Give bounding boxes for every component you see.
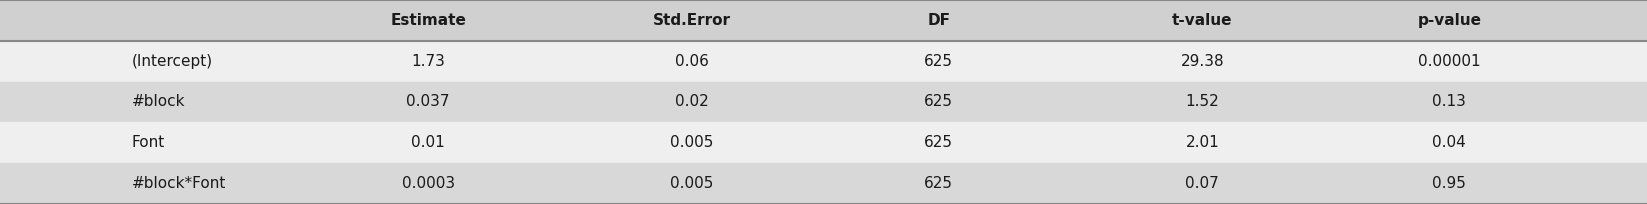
- Text: Estimate: Estimate: [390, 13, 466, 28]
- Text: t-value: t-value: [1173, 13, 1232, 28]
- Text: 0.005: 0.005: [670, 176, 713, 191]
- Text: #block: #block: [132, 94, 184, 110]
- Text: 0.07: 0.07: [1186, 176, 1219, 191]
- Text: Std.Error: Std.Error: [652, 13, 731, 28]
- Text: 0.0003: 0.0003: [402, 176, 455, 191]
- Text: 0.005: 0.005: [670, 135, 713, 150]
- Text: 625: 625: [924, 135, 954, 150]
- Text: 0.02: 0.02: [675, 94, 708, 110]
- Bar: [0, 41, 1647, 82]
- Bar: [0, 122, 1647, 163]
- Text: 2.01: 2.01: [1186, 135, 1219, 150]
- Text: 0.04: 0.04: [1433, 135, 1466, 150]
- Text: 0.13: 0.13: [1433, 94, 1466, 110]
- Text: 0.01: 0.01: [412, 135, 445, 150]
- Text: 1.52: 1.52: [1186, 94, 1219, 110]
- Text: p-value: p-value: [1418, 13, 1481, 28]
- Text: (Intercept): (Intercept): [132, 54, 212, 69]
- Text: 0.00001: 0.00001: [1418, 54, 1481, 69]
- Text: 0.06: 0.06: [675, 54, 708, 69]
- Text: #block*Font: #block*Font: [132, 176, 226, 191]
- Text: 0.95: 0.95: [1433, 176, 1466, 191]
- Text: 625: 625: [924, 94, 954, 110]
- Text: 0.037: 0.037: [407, 94, 450, 110]
- Bar: [0, 82, 1647, 122]
- Text: DF: DF: [927, 13, 950, 28]
- Text: Font: Font: [132, 135, 165, 150]
- Bar: [0, 0, 1647, 41]
- Text: 625: 625: [924, 176, 954, 191]
- Bar: [0, 163, 1647, 204]
- Text: 29.38: 29.38: [1181, 54, 1224, 69]
- Text: 1.73: 1.73: [412, 54, 445, 69]
- Text: 625: 625: [924, 54, 954, 69]
